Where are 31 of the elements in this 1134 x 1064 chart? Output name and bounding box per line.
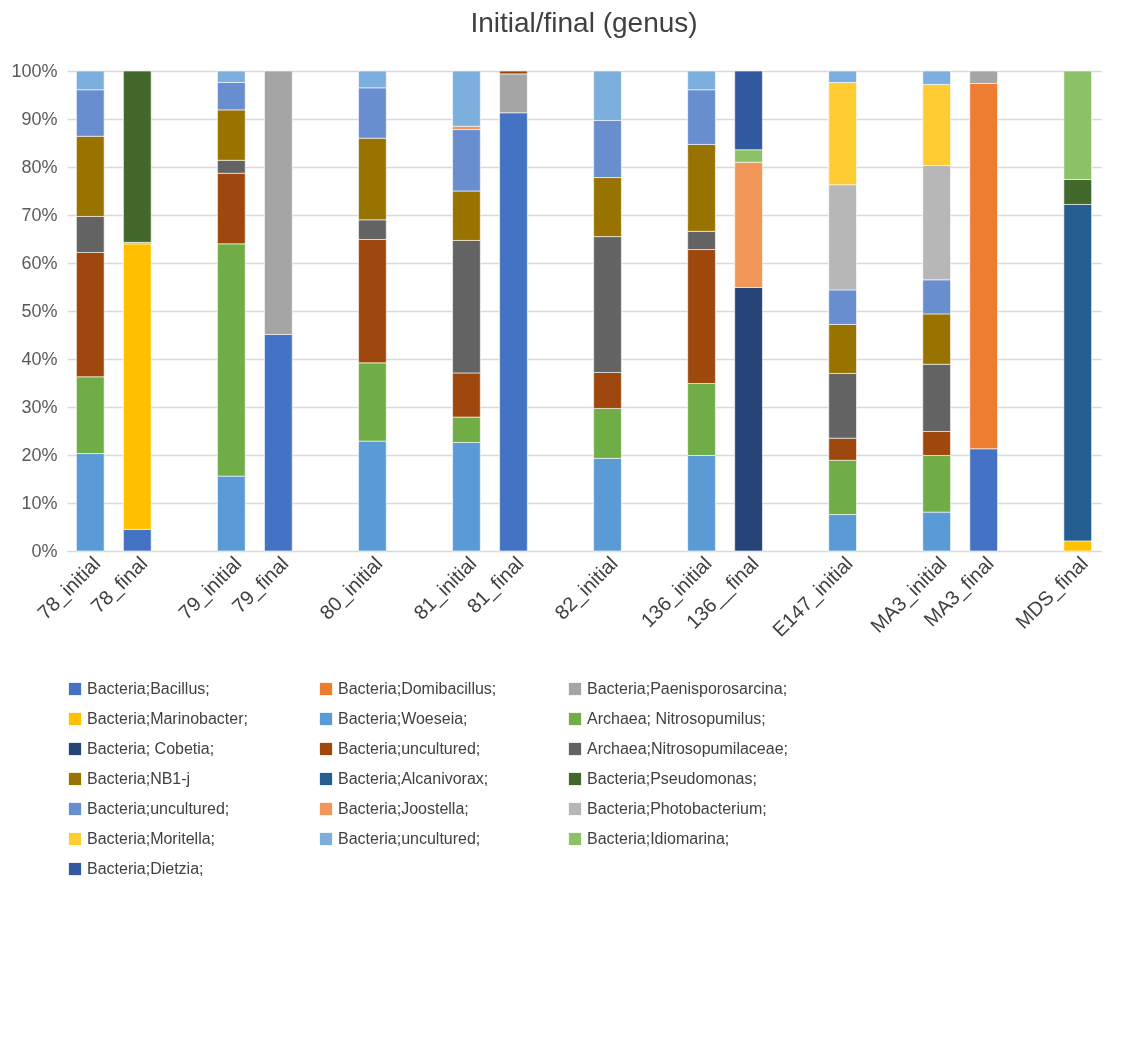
legend-label: Bacteria;Joostella; bbox=[338, 800, 469, 817]
legend-label: Bacteria;Alcanivorax; bbox=[338, 770, 489, 787]
legend-label: Bacteria;Photobacterium; bbox=[587, 800, 767, 817]
legend-label: Bacteria;Moritella; bbox=[87, 830, 216, 847]
legend-label: Bacteria;Idiomarina; bbox=[587, 830, 730, 847]
chart-title: Initial/final (genus) bbox=[470, 7, 698, 38]
legend-label: Bacteria;Woeseia; bbox=[338, 710, 468, 727]
y-tick-label: 0% bbox=[31, 540, 58, 561]
legend-label: Bacteria;Domibacillus; bbox=[338, 680, 497, 697]
legend-label: Bacteria;Bacillus; bbox=[87, 680, 210, 697]
legend-label: Bacteria;Marinobacter; bbox=[87, 710, 248, 727]
legend-label: Bacteria;uncultured; bbox=[338, 740, 481, 757]
legend-label: Archaea;Nitrosopumilaceae; bbox=[587, 740, 788, 757]
y-tick-label: 20% bbox=[21, 444, 58, 465]
legend-label: Bacteria; Cobetia; bbox=[87, 740, 215, 757]
y-tick-label: 10% bbox=[21, 492, 58, 513]
y-tick-label: 90% bbox=[21, 108, 58, 129]
legend-label: Bacteria;Paenisporosarcina; bbox=[587, 680, 788, 697]
y-tick-label: 100% bbox=[11, 60, 58, 81]
y-tick-label: 80% bbox=[21, 156, 58, 177]
y-tick-label: 50% bbox=[21, 300, 58, 321]
y-tick-label: 40% bbox=[21, 348, 58, 369]
legend-label: Bacteria;Pseudomonas; bbox=[587, 770, 757, 787]
legend-label: Bacteria;uncultured; bbox=[87, 800, 230, 817]
y-tick-label: 60% bbox=[21, 252, 58, 273]
legend-label: Bacteria;uncultured; bbox=[338, 830, 481, 847]
legend-label: Archaea; Nitrosopumilus; bbox=[587, 710, 766, 727]
y-tick-label: 30% bbox=[21, 396, 58, 417]
legend-label: Bacteria;Dietzia; bbox=[87, 860, 204, 877]
y-tick-label: 70% bbox=[21, 204, 58, 225]
legend-label: Bacteria;NB1-j bbox=[87, 770, 191, 787]
